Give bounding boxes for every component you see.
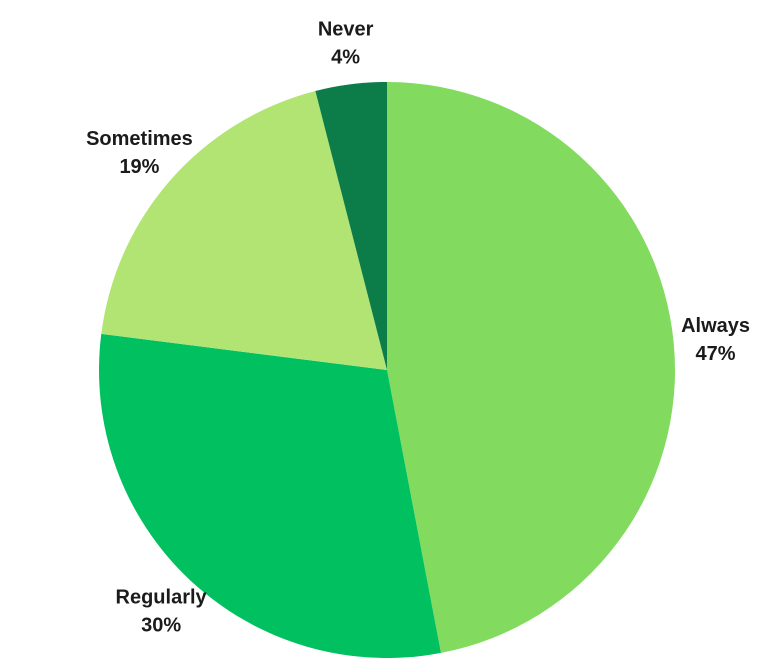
pie-labels: Always 47% Regularly 30% Sometimes 19% Never 4% bbox=[86, 19, 750, 637]
slice-value-never: 4% bbox=[331, 47, 360, 69]
pie-slice-always bbox=[387, 82, 675, 653]
slice-value-always: 47% bbox=[696, 343, 736, 365]
slice-value-sometimes: 19% bbox=[119, 156, 159, 178]
pie-slice-sometimes bbox=[101, 91, 387, 371]
pie-slice-regularly bbox=[98, 333, 441, 658]
slice-label-always: Always bbox=[681, 315, 750, 337]
pie-slices bbox=[98, 82, 675, 658]
pie-slice-never bbox=[315, 82, 387, 370]
slice-value-regularly: 30% bbox=[141, 615, 181, 637]
slice-label-regularly: Regularly bbox=[116, 587, 208, 609]
slice-label-never: Never bbox=[318, 19, 374, 41]
slice-label-sometimes: Sometimes bbox=[86, 128, 193, 150]
